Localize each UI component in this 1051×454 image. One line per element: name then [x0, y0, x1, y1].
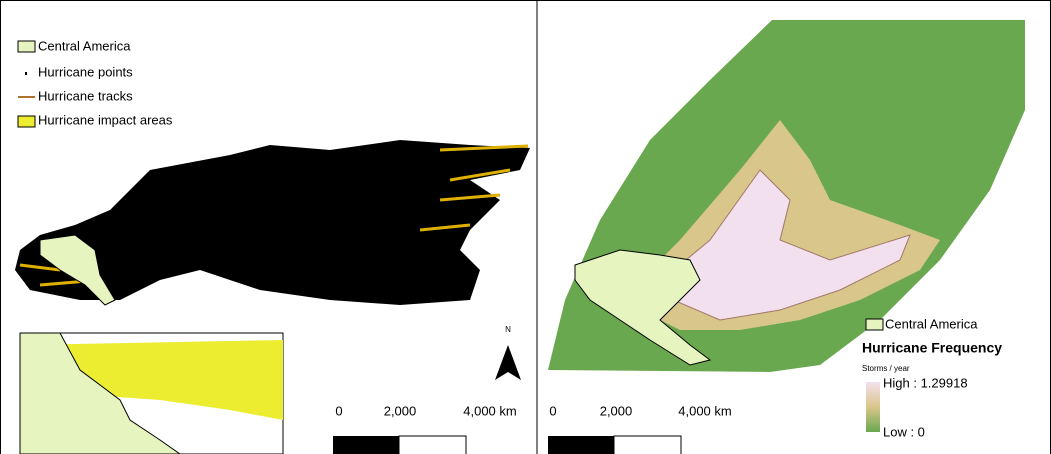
legend-low: Low : 0 — [883, 424, 925, 439]
legend-swatch — [866, 319, 883, 330]
scale-segment — [399, 436, 466, 454]
map-figure: Central America Hurricane points Hurrica… — [0, 0, 1051, 454]
legend-label: Hurricane points — [38, 64, 133, 79]
legend-label: Hurricane tracks — [38, 88, 133, 103]
scale-segment — [614, 436, 681, 454]
legend-title: Hurricane Frequency — [862, 340, 1002, 356]
scale-label: 4,000 km — [463, 403, 516, 418]
scale-label: 2,000 — [600, 403, 633, 418]
scale-label: 2,000 — [384, 403, 417, 418]
legend-swatch — [25, 72, 27, 75]
scale-segment — [548, 436, 614, 454]
scale-label: 4,000 km — [678, 403, 731, 418]
legend-unit: Storms / year — [862, 364, 910, 373]
legend-label: Central America — [885, 316, 978, 331]
legend-ramp — [866, 382, 880, 432]
legend-label: Central America — [38, 38, 131, 53]
legend-swatch — [18, 41, 35, 52]
legend-label: Hurricane impact areas — [38, 112, 173, 127]
scale-label: 0 — [549, 403, 556, 418]
legend-high: High : 1.29918 — [883, 375, 968, 390]
legend-swatch — [18, 116, 35, 127]
north-label: N — [505, 325, 511, 334]
scale-segment — [333, 436, 399, 454]
scale-label: 0 — [335, 403, 342, 418]
